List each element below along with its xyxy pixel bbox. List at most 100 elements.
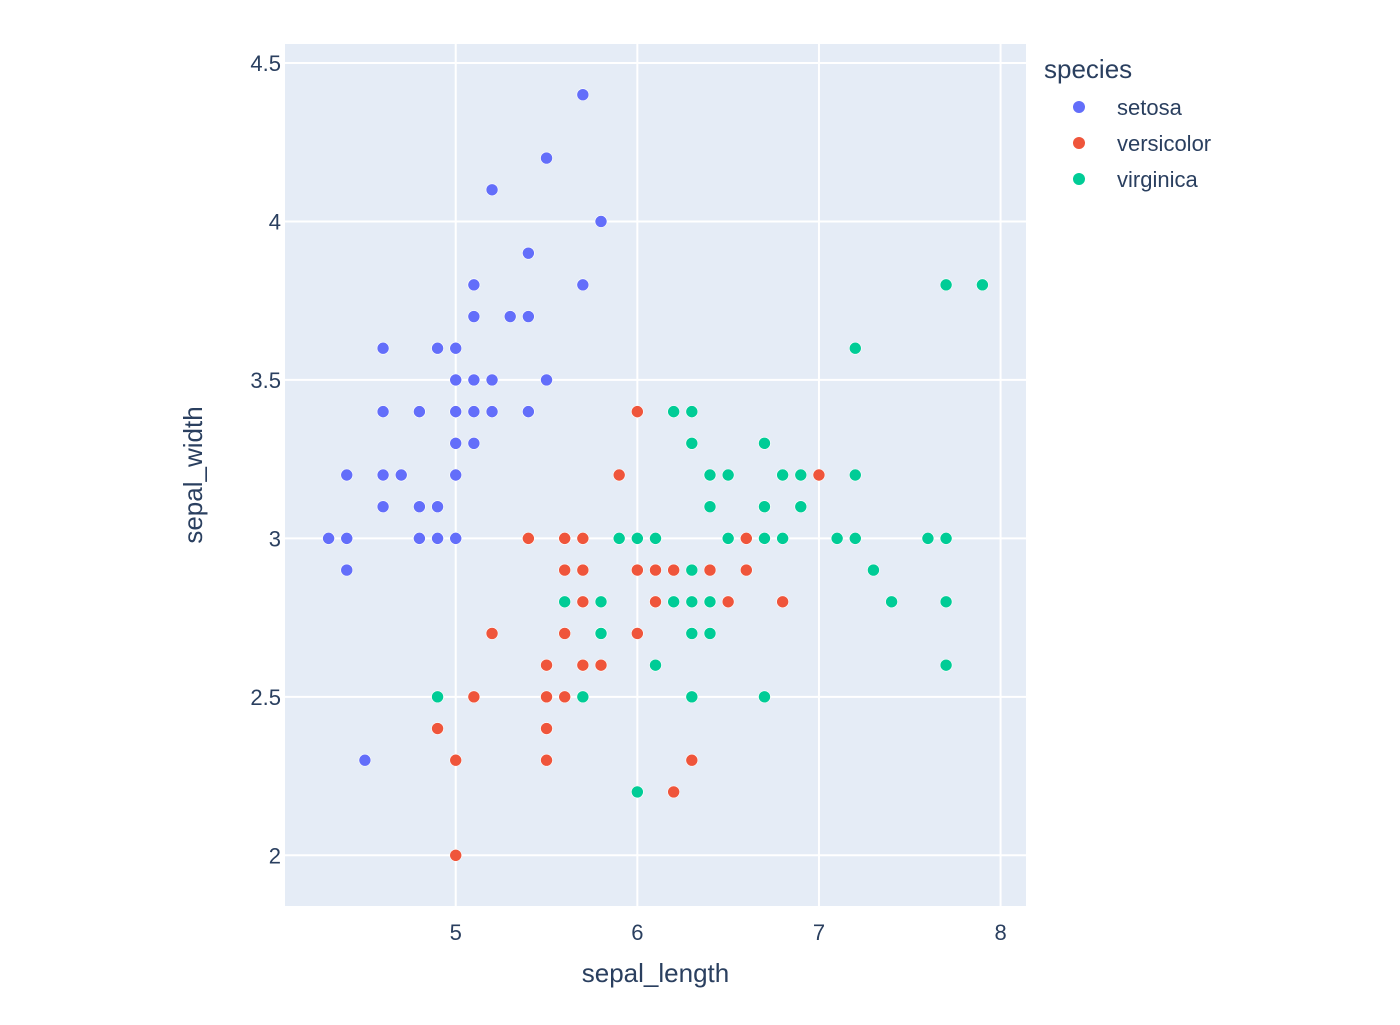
data-point [485,627,499,640]
data-point [703,627,717,640]
data-points [322,88,989,862]
data-point [776,595,789,609]
data-point [594,658,608,672]
data-point [431,341,444,355]
y-axis-ticks: 2 2.5 3 3.5 4 4.5 [250,51,281,868]
legend-label: virginica [1117,167,1198,192]
data-point [340,532,354,545]
legend-label: versicolor [1117,131,1211,156]
data-point [594,595,608,609]
data-point [939,278,953,292]
data-point [340,468,354,482]
data-point [467,278,481,292]
data-point [758,690,771,704]
y-axis-title: sepal_width [178,406,208,543]
data-point [576,278,590,292]
data-point [667,595,680,609]
legend-item-versicolor[interactable]: versicolor [1073,131,1211,156]
data-point [522,246,535,260]
data-point [848,468,862,482]
data-point [358,753,372,767]
data-point [776,532,789,545]
data-point [594,627,608,640]
data-point [522,405,535,418]
legend[interactable]: species setosa versicolor virginica [1044,54,1211,192]
data-point [449,532,463,545]
x-tick-label: 6 [631,920,643,945]
data-point [576,563,590,577]
data-point [376,468,390,482]
data-point [576,690,590,704]
data-point [485,373,499,387]
data-point [522,310,535,323]
y-tick-label: 3 [269,526,281,551]
legend-items[interactable]: setosa versicolor virginica [1073,95,1211,192]
data-point [503,310,517,323]
data-point [540,690,553,704]
legend-marker [1073,173,1085,185]
data-point [522,532,535,545]
data-point [631,627,644,640]
legend-marker [1073,137,1085,149]
y-tick-label: 3.5 [250,368,281,393]
legend-label: setosa [1117,95,1183,120]
data-point [467,310,481,323]
data-point [576,88,590,102]
data-point [976,278,989,292]
data-point [449,753,463,767]
data-point [540,753,553,767]
data-point [685,690,699,704]
y-tick-label: 2.5 [250,685,281,710]
data-point [649,563,662,577]
data-point [758,500,771,513]
data-point [413,532,426,545]
data-point [939,595,953,609]
data-point [939,532,953,545]
data-point [685,595,699,609]
x-tick-label: 7 [813,920,825,945]
data-point [685,753,699,767]
data-point [558,627,571,640]
data-point [703,468,717,482]
data-point [848,532,862,545]
data-point [449,373,463,387]
legend-marker [1073,101,1085,113]
data-point [776,468,789,482]
data-point [558,690,571,704]
data-point [431,532,444,545]
data-point [413,500,426,513]
x-tick-label: 8 [994,920,1006,945]
data-point [631,563,644,577]
data-point [540,722,553,735]
y-tick-label: 4.5 [250,51,281,76]
data-point [376,500,390,513]
data-point [612,532,626,545]
data-point [740,563,753,577]
data-point [394,468,408,482]
legend-item-setosa[interactable]: setosa [1073,95,1183,120]
data-point [703,500,717,513]
data-point [431,722,444,735]
data-point [649,532,662,545]
x-tick-label: 5 [450,920,462,945]
data-point [467,405,481,418]
data-point [558,532,571,545]
data-point [467,437,481,450]
data-point [449,468,463,482]
data-point [449,341,463,355]
data-point [758,437,771,450]
data-point [721,532,735,545]
x-axis-title: sepal_length [582,958,729,988]
data-point [612,468,626,482]
data-point [413,405,426,418]
data-point [667,563,680,577]
data-point [376,405,390,418]
legend-item-virginica[interactable]: virginica [1073,167,1198,192]
data-point [885,595,898,609]
data-point [867,563,880,577]
data-point [830,532,844,545]
plot-area [285,44,1026,906]
data-point [322,532,335,545]
